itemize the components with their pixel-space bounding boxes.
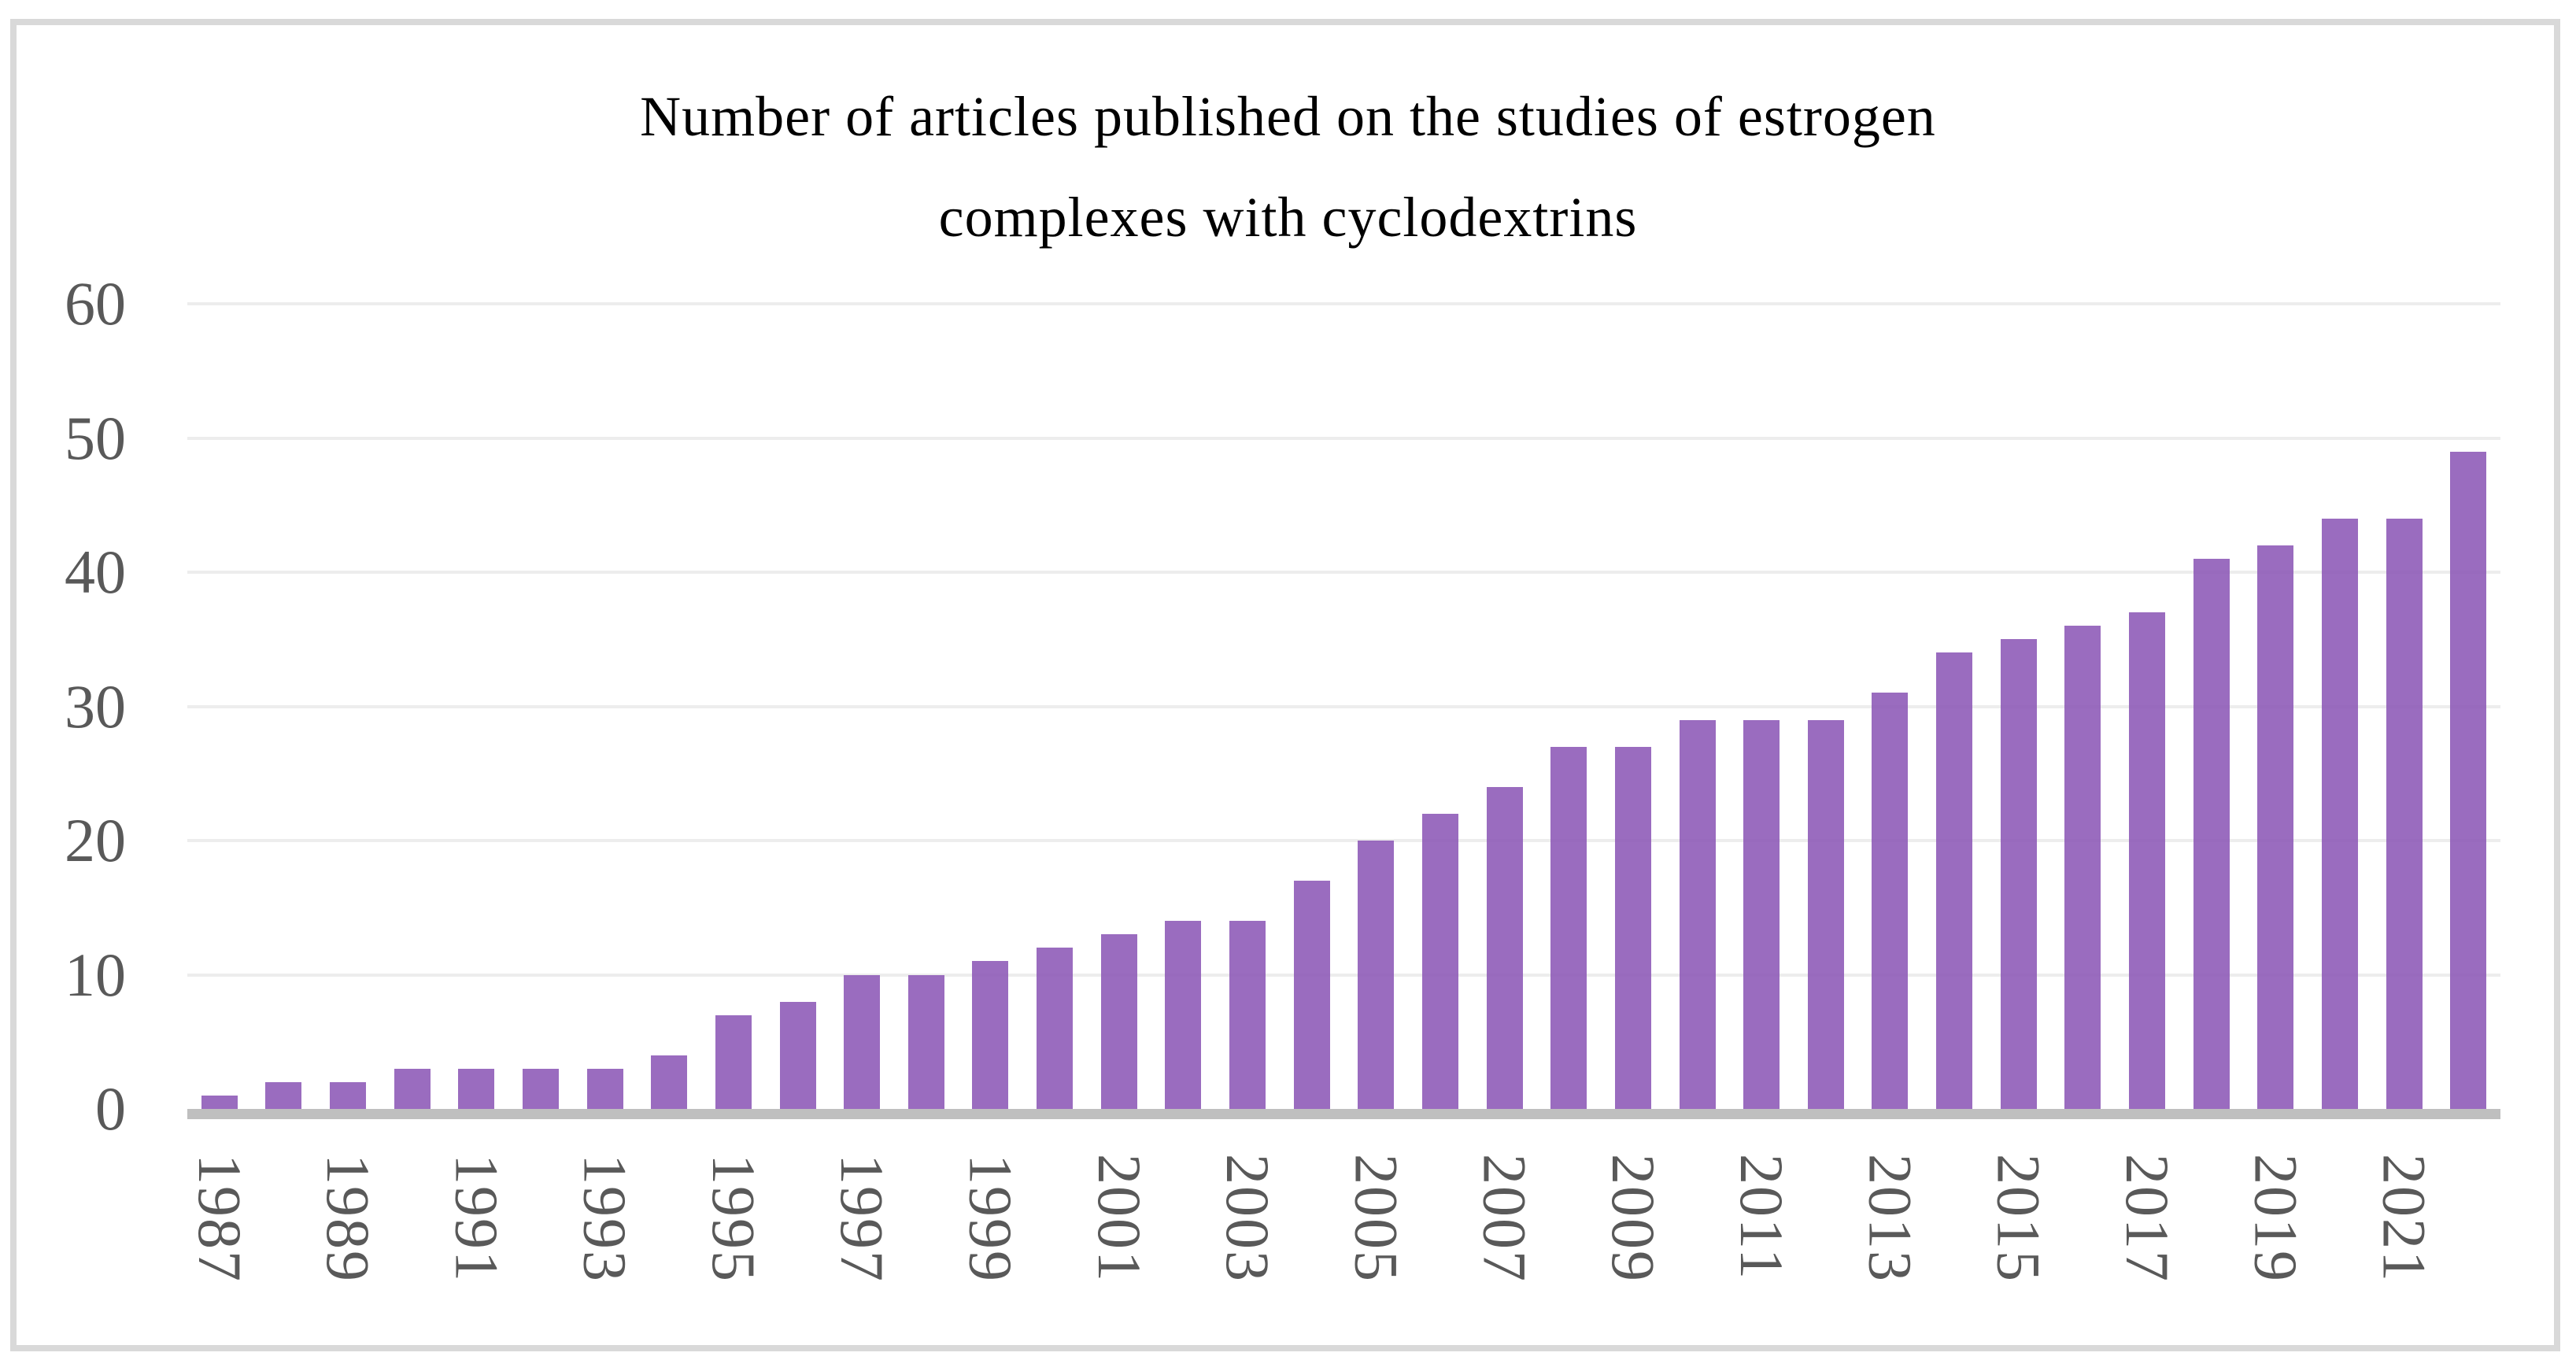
bar-1990 (394, 1068, 431, 1109)
x-tick-label-1993: 1993 (571, 1154, 640, 1283)
bar-2008 (1550, 746, 1587, 1109)
x-tick-label-2015: 2015 (1984, 1154, 2053, 1283)
y-tick-label-0: 0 (95, 1074, 126, 1143)
x-tick-label-2005: 2005 (1342, 1154, 1411, 1283)
x-tick-label-2001: 2001 (1085, 1154, 1154, 1283)
y-tick-label-30: 30 (65, 671, 126, 741)
x-tick-label-1987: 1987 (185, 1154, 254, 1283)
bar-2000 (1037, 948, 1074, 1109)
x-tick-label-2009: 2009 (1598, 1154, 1668, 1283)
x-tick-label-2011: 2011 (1728, 1154, 1797, 1281)
bar-2014 (1936, 652, 1973, 1109)
gridline-60 (187, 302, 2500, 305)
bar-1997 (844, 974, 881, 1109)
x-axis-line (187, 1109, 2500, 1119)
y-tick-label-10: 10 (65, 940, 126, 1009)
bar-2020 (2321, 518, 2358, 1109)
bar-1995 (715, 1014, 752, 1109)
bar-2011 (1743, 719, 1780, 1109)
x-tick-label-2021: 2021 (2370, 1154, 2439, 1283)
bar-2005 (1358, 841, 1395, 1109)
bar-1993 (586, 1068, 623, 1109)
y-tick-label-20: 20 (65, 806, 126, 874)
gridline-10 (187, 973, 2500, 977)
bar-1987 (201, 1095, 238, 1109)
x-tick-label-1989: 1989 (314, 1154, 383, 1283)
bar-2004 (1293, 881, 1330, 1109)
bar-2015 (2000, 639, 2037, 1109)
bar-2017 (2128, 612, 2165, 1109)
bar-2022 (2450, 451, 2487, 1109)
bar-2003 (1229, 921, 1266, 1109)
bar-2006 (1421, 813, 1458, 1109)
x-tick-label-2003: 2003 (1214, 1154, 1283, 1283)
gridline-40 (187, 571, 2500, 574)
chart-title-line-1: Number of articles published on the stud… (640, 85, 1936, 148)
x-tick-label-2007: 2007 (1470, 1154, 1539, 1283)
x-tick-label-1991: 1991 (442, 1154, 512, 1283)
bar-2001 (1100, 934, 1137, 1109)
chart-title: Number of articles published on the stud… (0, 66, 2576, 268)
bar-2007 (1486, 786, 1523, 1109)
bar-2019 (2257, 545, 2294, 1109)
bar-1998 (907, 974, 944, 1109)
y-tick-label-40: 40 (65, 538, 126, 606)
x-tick-label-1999: 1999 (956, 1154, 1026, 1283)
bar-2009 (1614, 746, 1651, 1109)
bar-1988 (265, 1081, 302, 1109)
bar-2010 (1679, 719, 1716, 1109)
bar-1992 (523, 1068, 559, 1109)
x-tick-label-2019: 2019 (2242, 1154, 2311, 1283)
x-tick-label-1995: 1995 (699, 1154, 768, 1283)
gridline-30 (187, 704, 2500, 708)
bar-2021 (2386, 518, 2423, 1109)
x-tick-label-2017: 2017 (2112, 1154, 2182, 1283)
y-tick-label-60: 60 (65, 269, 126, 338)
chart-title-line-2: complexes with cyclodextrins (938, 186, 1638, 249)
bar-2012 (1807, 719, 1844, 1109)
bar-1991 (458, 1068, 495, 1109)
bar-2016 (2064, 626, 2101, 1109)
gridline-50 (187, 436, 2500, 440)
y-tick-label-50: 50 (65, 403, 126, 472)
x-tick-label-1997: 1997 (828, 1154, 897, 1283)
bar-1994 (651, 1055, 688, 1109)
x-tick-label-2013: 2013 (1856, 1154, 1925, 1283)
bar-1996 (779, 1001, 816, 1109)
bar-2013 (1872, 693, 1909, 1109)
bar-2002 (1165, 921, 1202, 1109)
bar-1999 (972, 961, 1009, 1109)
gridline-20 (187, 839, 2500, 842)
bar-2018 (2193, 558, 2230, 1109)
bar-1989 (330, 1081, 367, 1109)
